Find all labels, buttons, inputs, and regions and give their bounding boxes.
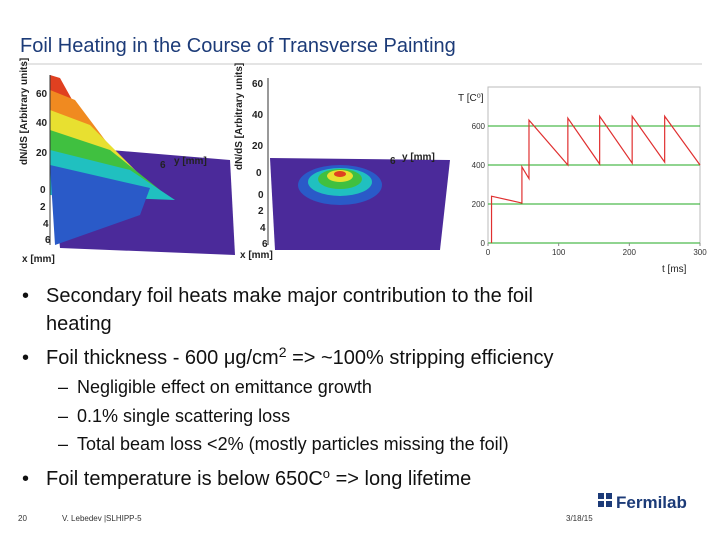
y-tick-label: 200 (472, 200, 486, 209)
superscript: 2 (279, 344, 287, 360)
sub-bullet: Negligible effect on emittance growth (77, 377, 372, 397)
footer: 20 V. Lebedev |SLHIPP-5 3/18/15 Fermilab (18, 493, 687, 523)
bullets: • Secondary foil heats make major contri… (22, 285, 554, 490)
bullet-marker: • (22, 285, 29, 307)
x-tick-label: 6 (262, 239, 268, 250)
bullet-text: Foil temperature is below 650Co => long … (46, 466, 471, 490)
footer-date: 3/18/15 (566, 514, 593, 523)
bullet-text: Foil thickness - 600 μg/cm2 => ~100% str… (46, 344, 554, 369)
y-axis-label: y [mm] (174, 156, 207, 167)
z-tick-label: 40 (252, 110, 264, 121)
logo-icon (598, 493, 612, 507)
bullet-marker: • (22, 347, 29, 369)
sub-bullet: 0.1% single scattering loss (77, 406, 290, 426)
y-tick-label: 0 (481, 239, 486, 248)
y-tick-label: 6 (160, 160, 166, 171)
x-tick-label: 2 (258, 206, 264, 217)
z-tick-label: 40 (36, 118, 48, 129)
x-tick-label: 0 (486, 248, 491, 257)
x-axis-label: t [ms] (662, 264, 687, 275)
x-tick-label: 100 (552, 248, 566, 257)
x-tick-label: 4 (260, 223, 266, 234)
sub-bullet: Total beam loss <2% (mostly particles mi… (77, 434, 509, 454)
y-tick-label: 600 (472, 122, 486, 131)
x-tick-label: 2 (40, 202, 46, 213)
z-tick-label: 60 (252, 79, 264, 90)
y-tick-label: 6 (390, 156, 396, 167)
text: => ~100% stripping efficiency (287, 347, 554, 369)
surface-plot-left: dN/dS [Arbitrary units] 60 40 20 6 y [mm… (19, 58, 235, 265)
x-tick-label: 6 (45, 235, 51, 246)
z-tick-label: 0 (256, 168, 262, 179)
x-tick-label: 300 (693, 248, 707, 257)
temperature-chart: T [C⁰] t [ms] 0 200 400 600 0 100 200 300 (458, 86, 707, 275)
bullet-text: heating (46, 313, 112, 335)
text: Foil temperature is below 650C (46, 468, 323, 490)
sub-marker: – (58, 406, 68, 426)
x-tick-label: 200 (623, 248, 637, 257)
y-axis-label: T [C⁰] (458, 93, 484, 104)
x-axis-label: x [mm] (22, 254, 55, 265)
text: Foil thickness - 600 μg/cm (46, 347, 279, 369)
text: => long lifetime (330, 468, 471, 490)
z-tick-label: 20 (252, 141, 264, 152)
page-number: 20 (18, 514, 27, 523)
surface-plot-middle: dN/dS [Arbitrary units] 60 40 20 0 6 y [… (234, 63, 450, 261)
bullet-marker: • (22, 468, 29, 490)
footer-author: V. Lebedev |SLHIPP-5 (62, 514, 142, 523)
sub-marker: – (58, 434, 68, 454)
x-tick-label: 0 (40, 185, 46, 196)
z-tick-label: 20 (36, 148, 48, 159)
sub-marker: – (58, 377, 68, 397)
y-axis-label: y [mm] (402, 152, 435, 163)
data-line (490, 114, 701, 243)
logo-text: Fermilab (616, 493, 687, 512)
bullet-text: Secondary foil heats make major contribu… (46, 285, 533, 307)
slide-title: Foil Heating in the Course of Transverse… (20, 35, 456, 57)
y-tick-label: 400 (472, 161, 486, 170)
z-axis-label: dN/dS [Arbitrary units] (234, 63, 245, 170)
x-axis-label: x [mm] (240, 250, 273, 261)
x-tick-label: 0 (258, 190, 264, 201)
superscript: o (323, 466, 330, 481)
x-tick-label: 4 (43, 219, 49, 230)
z-tick-label: 60 (36, 89, 48, 100)
z-axis-label: dN/dS [Arbitrary units] (19, 58, 30, 165)
